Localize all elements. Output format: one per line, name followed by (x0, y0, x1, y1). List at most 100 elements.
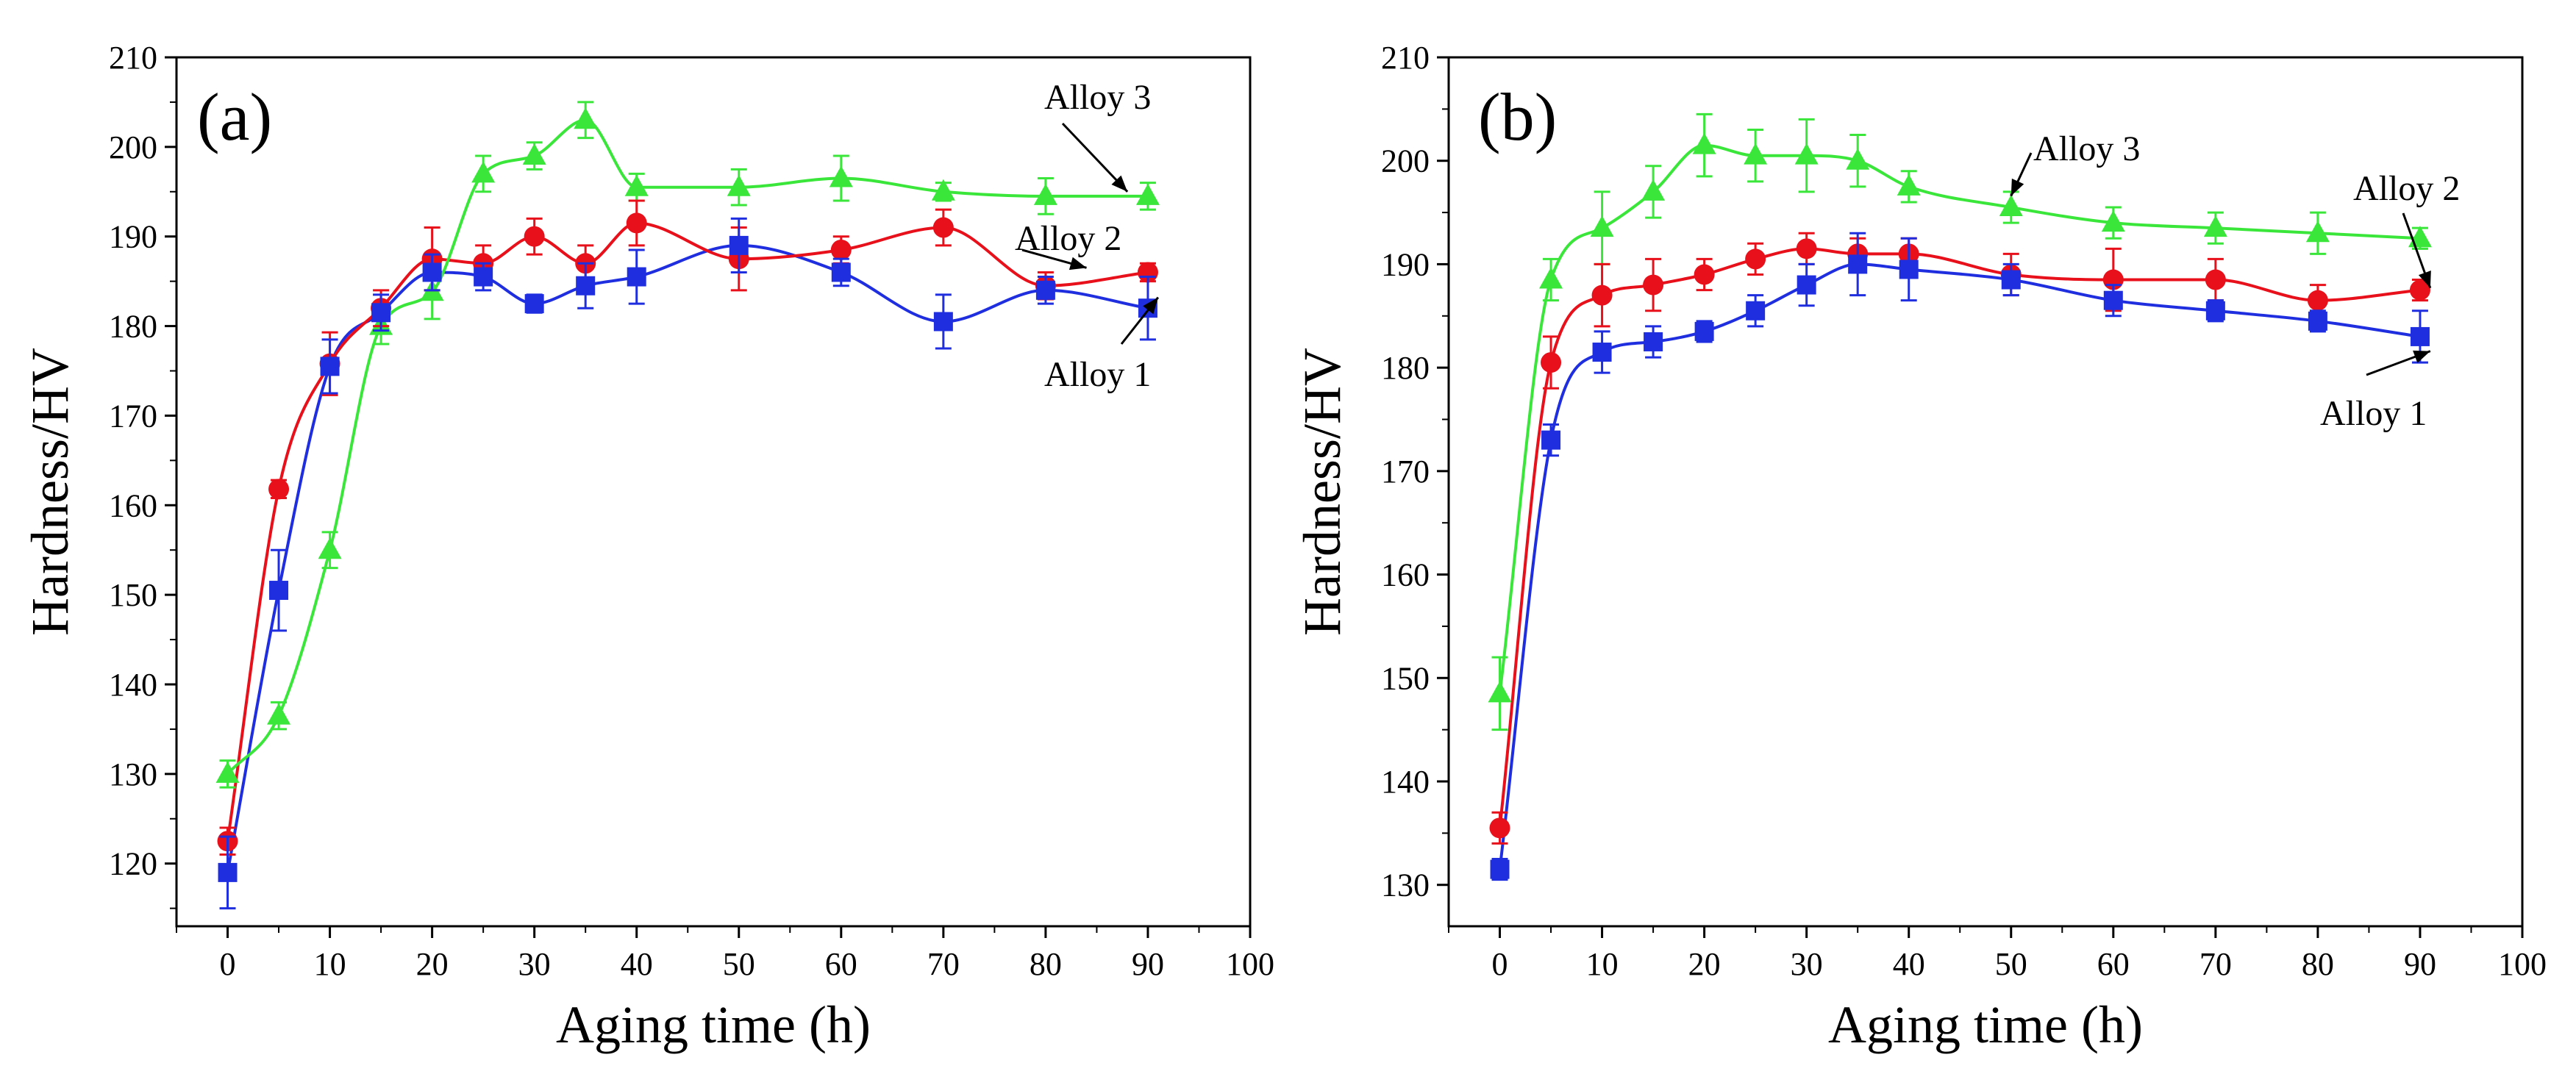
annotation-arrow-head (1143, 297, 1158, 315)
data-point (1489, 817, 1510, 839)
x-tick-label: 70 (2199, 946, 2232, 982)
x-tick-label: 70 (927, 946, 960, 982)
data-point (931, 179, 955, 201)
data-point (1692, 132, 1716, 154)
data-point (218, 862, 238, 882)
y-axis-title: Hardness/HV (21, 348, 79, 636)
series-alloy-1 (1490, 232, 2430, 881)
data-point (318, 537, 342, 559)
y-tick-label: 170 (1381, 454, 1430, 490)
y-tick-label: 190 (109, 219, 157, 255)
x-tick-label: 60 (825, 946, 857, 982)
x-tick-label: 60 (2097, 946, 2130, 982)
x-tick-label: 100 (1226, 946, 1274, 982)
data-point (627, 267, 646, 287)
x-axis-title: Aging time (h) (1828, 995, 2143, 1054)
data-point (1797, 275, 1816, 295)
x-tick-label: 50 (723, 946, 755, 982)
data-point (1999, 195, 2023, 217)
data-point (1035, 280, 1055, 300)
data-point (729, 235, 749, 255)
data-point (1135, 183, 1160, 205)
panel-label: (b) (1478, 79, 1557, 154)
y-tick-label: 150 (1381, 660, 1430, 696)
y-tick-label: 200 (1381, 143, 1430, 179)
y-tick-label: 190 (1381, 246, 1430, 282)
y-tick-label: 210 (1381, 40, 1430, 76)
y-tick-label: 140 (109, 667, 157, 703)
data-point (1897, 173, 1921, 196)
y-tick-label: 210 (109, 40, 157, 76)
y-tick-label: 150 (109, 577, 157, 613)
y-tick-label: 180 (1381, 350, 1430, 386)
data-point (2101, 210, 2125, 232)
data-point (422, 262, 442, 282)
series-alloy-3 (1488, 112, 2432, 731)
data-point (626, 212, 647, 234)
y-tick-label: 160 (1381, 557, 1430, 593)
data-point (522, 143, 546, 165)
data-point (471, 161, 496, 183)
data-point (829, 165, 853, 187)
data-point (1694, 321, 1714, 341)
data-point (2307, 290, 2328, 311)
series-line-alloy-3 (1498, 143, 2421, 694)
series-line-alloy-2 (226, 221, 1149, 842)
data-point (576, 276, 596, 296)
x-tick-label: 30 (518, 946, 551, 982)
series-line-alloy-1 (1498, 262, 2421, 870)
x-tick-label: 40 (621, 946, 653, 982)
data-point (624, 174, 649, 196)
data-point (268, 479, 290, 500)
data-point (1541, 430, 1561, 450)
data-point (269, 581, 289, 601)
x-tick-label: 0 (1492, 946, 1508, 982)
data-point (2203, 215, 2227, 237)
data-point (524, 294, 544, 314)
annotation-label: Alloy 2 (1015, 219, 1121, 258)
data-point (2409, 279, 2430, 301)
data-point (1746, 301, 1766, 321)
y-tick-label: 130 (109, 756, 157, 792)
data-point (1644, 332, 1663, 351)
data-point (1848, 254, 1868, 274)
annotation-arrow-head (1111, 175, 1128, 192)
data-point (1744, 143, 1768, 165)
x-tick-label: 90 (2404, 946, 2436, 982)
series-alloy-2 (1489, 232, 2430, 845)
data-point (1796, 238, 1817, 259)
panel-label: (a) (197, 79, 272, 154)
data-point (2205, 269, 2226, 290)
data-point (1899, 259, 1919, 279)
series-alloy-3 (215, 101, 1160, 789)
data-point (830, 239, 852, 260)
y-tick-label: 170 (109, 398, 157, 434)
series-line-alloy-3 (226, 118, 1148, 776)
data-point (1592, 343, 1612, 362)
x-tick-label: 10 (314, 946, 346, 982)
y-tick-label: 180 (109, 309, 157, 345)
series-line-alloy-2 (1498, 247, 2421, 828)
data-point (524, 226, 545, 247)
x-tick-label: 0 (220, 946, 236, 982)
data-point (267, 703, 291, 725)
y-tick-label: 200 (109, 129, 157, 165)
data-point (2410, 326, 2430, 346)
data-point (933, 312, 953, 332)
data-point (215, 761, 240, 783)
data-point (320, 357, 340, 376)
x-tick-label: 80 (1030, 946, 1062, 982)
annotation-label: Alloy 2 (2353, 169, 2460, 208)
y-tick-label: 130 (1381, 867, 1430, 903)
data-point (1488, 681, 1512, 703)
data-point (2305, 221, 2330, 243)
annotation-arrow-head (2011, 178, 2024, 196)
data-point (474, 267, 493, 287)
annotation-label: Alloy 1 (1044, 355, 1151, 394)
x-axis-title: Aging time (h) (556, 995, 871, 1054)
data-point (1641, 179, 1666, 201)
annotation-label: Alloy 3 (2033, 129, 2140, 168)
data-point (932, 217, 954, 238)
y-axis-title: Hardness/HV (1293, 348, 1352, 636)
